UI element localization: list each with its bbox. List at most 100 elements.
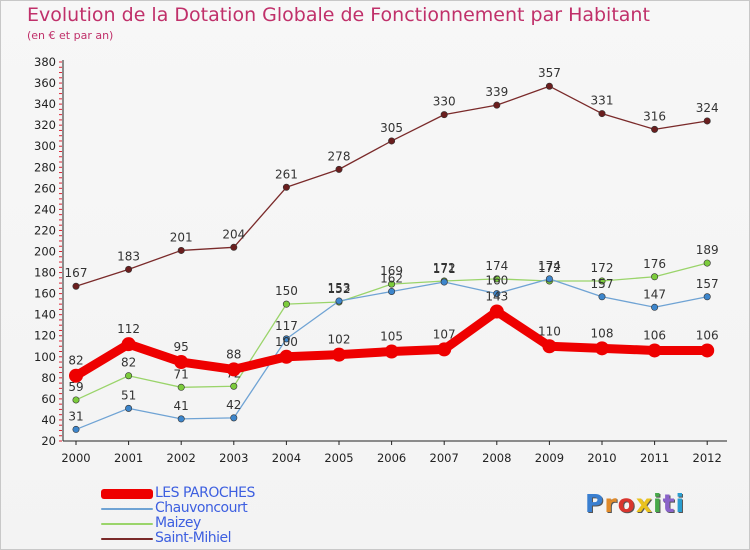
legend-swatch [101,489,153,499]
data-label-saint-mihiel: 305 [380,121,403,135]
data-label-saint-mihiel: 183 [117,249,140,263]
chart-title: Evolution de la Dotation Globale de Fonc… [27,4,650,26]
x-tick-label: 2002 [167,451,196,465]
x-tick-label: 2000 [61,451,90,465]
data-label-chauvoncourt: 31 [68,409,83,423]
data-point-chauvoncourt [493,290,501,298]
legend-label: LES PAROCHES [155,485,255,501]
data-point-chauvoncourt [703,293,711,301]
data-label-chauvoncourt: 153 [328,281,351,295]
data-label-chauvoncourt: 174 [538,259,561,273]
data-point-saint-mihiel [598,110,606,118]
data-point-les-paroches [542,339,557,354]
x-tick-label: 2011 [640,451,669,465]
data-label-les-paroches: 82 [68,354,83,368]
data-label-saint-mihiel: 261 [275,167,298,181]
data-label-chauvoncourt: 162 [380,272,403,286]
data-point-chauvoncourt [335,297,343,305]
data-point-saint-mihiel [388,137,396,145]
data-point-chauvoncourt [282,335,290,343]
data-label-maizey: 172 [538,261,561,275]
y-tick-label: 60 [41,392,56,406]
data-point-chauvoncourt [177,415,185,423]
data-label-maizey: 152 [328,282,351,296]
y-tick-label: 280 [34,160,56,174]
y-tick-label: 140 [34,308,56,322]
data-label-les-paroches: 106 [643,328,666,342]
data-point-les-paroches [700,343,715,358]
data-label-les-paroches: 88 [226,347,241,361]
data-label-maizey: 169 [380,264,403,278]
data-point-maizey [598,277,606,285]
x-tick-label: 2004 [272,451,301,465]
data-label-maizey: 172 [591,261,614,275]
data-label-maizey: 150 [275,284,298,298]
legend-label: Saint-Mihiel [155,530,232,546]
legend-label: Maizey [155,515,201,531]
data-label-maizey: 82 [121,356,136,370]
data-point-saint-mihiel [703,117,711,125]
data-point-les-paroches [647,343,662,358]
x-tick-label: 2012 [693,451,722,465]
data-label-chauvoncourt: 117 [275,319,298,333]
data-label-maizey: 189 [696,243,719,257]
series-line-les-paroches [71,307,712,381]
legend-swatch [101,523,153,525]
data-point-saint-mihiel [335,165,343,173]
logo-letter: t [662,489,676,518]
y-tick-label: 320 [34,118,56,132]
x-tick-label: 2003 [219,451,248,465]
data-label-chauvoncourt: 41 [174,399,189,413]
data-label-chauvoncourt: 51 [121,388,136,402]
data-label-maizey: 71 [174,367,189,381]
data-point-saint-mihiel [125,265,133,273]
data-point-les-paroches [384,344,399,359]
data-point-saint-mihiel [72,282,80,290]
data-point-les-paroches [489,304,504,319]
y-tick-label: 340 [34,97,56,111]
data-point-chauvoncourt [230,414,238,422]
data-point-les-paroches [121,337,136,352]
logo-letter: r [604,489,618,518]
data-point-saint-mihiel [230,243,238,251]
legend-swatch [101,508,153,510]
y-tick-label: 100 [34,350,56,364]
y-tick-label: 300 [34,139,56,153]
data-label-saint-mihiel: 324 [696,101,719,115]
data-point-chauvoncourt [651,303,659,311]
data-point-saint-mihiel [545,82,553,90]
data-label-saint-mihiel: 330 [433,95,456,109]
data-point-maizey [282,300,290,308]
data-label-saint-mihiel: 167 [65,266,88,280]
data-point-maizey [388,280,396,288]
logo-letter: P [585,489,605,518]
x-tick-label: 2007 [430,451,459,465]
data-label-maizey: 176 [643,257,666,271]
x-tick-label: 2006 [377,451,406,465]
data-label-saint-mihiel: 201 [170,230,193,244]
data-point-chauvoncourt [125,404,133,412]
data-point-chauvoncourt [440,278,448,286]
x-tick-label: 2009 [535,451,564,465]
data-point-les-paroches [279,349,294,364]
data-label-chauvoncourt: 171 [433,262,456,276]
data-label-chauvoncourt: 42 [226,398,241,412]
data-point-maizey [651,273,659,281]
data-point-saint-mihiel [177,246,185,254]
data-label-chauvoncourt: 157 [591,277,614,291]
data-point-les-paroches [69,368,83,383]
y-tick-label: 160 [34,287,56,301]
legend-label: Chauvoncourt [155,500,248,516]
y-tick-label: 260 [34,181,56,195]
data-label-les-paroches: 105 [380,330,403,344]
data-label-maizey: 174 [485,259,508,273]
data-label-les-paroches: 108 [591,326,614,340]
data-label-les-paroches: 100 [275,335,298,349]
data-label-les-paroches: 102 [328,333,351,347]
data-label-chauvoncourt: 160 [485,274,508,288]
data-point-maizey [703,259,711,267]
y-tick-label: 80 [41,371,56,385]
logo-letter: x [635,489,653,518]
data-point-saint-mihiel [440,111,448,119]
